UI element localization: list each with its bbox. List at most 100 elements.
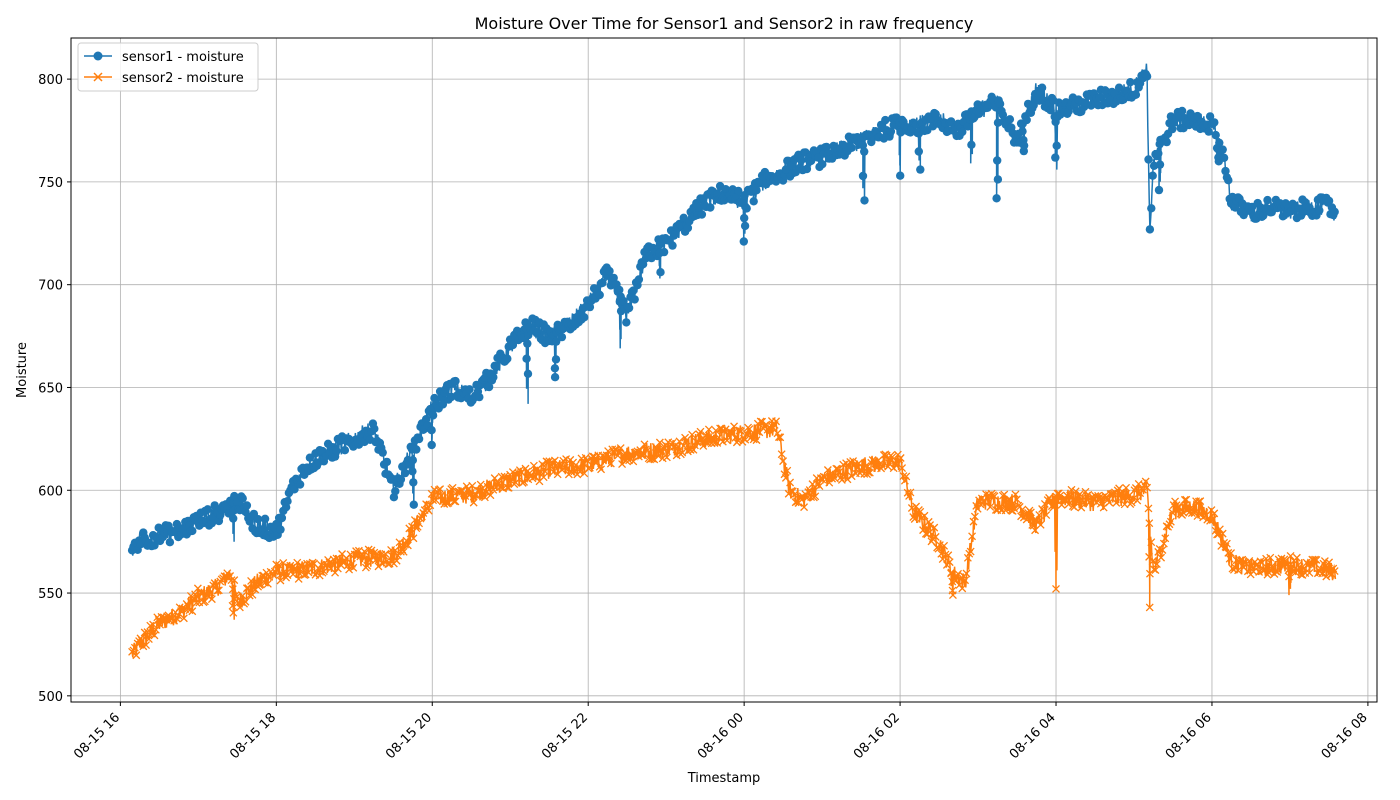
data-point <box>1011 490 1020 499</box>
legend-label-sensor1: sensor1 - moisture <box>122 50 244 65</box>
series-markers <box>128 417 1339 660</box>
data-point <box>944 551 953 560</box>
data-point <box>802 164 812 174</box>
data-point <box>1193 111 1202 121</box>
data-point <box>1077 503 1086 512</box>
data-point <box>1131 90 1141 99</box>
data-point <box>843 475 852 484</box>
data-point <box>689 445 698 454</box>
data-point <box>1157 553 1166 562</box>
data-point <box>772 417 781 426</box>
data-point <box>427 440 436 450</box>
data-point <box>1154 149 1163 158</box>
data-point <box>1305 568 1314 577</box>
data-point <box>295 480 305 489</box>
data-point <box>752 436 761 445</box>
data-point <box>188 607 197 616</box>
data-point <box>783 466 792 475</box>
data-point <box>1005 115 1015 124</box>
data-point <box>906 488 915 497</box>
data-point <box>592 458 601 467</box>
data-point <box>888 453 897 462</box>
data-point <box>191 590 200 599</box>
data-point <box>835 468 844 477</box>
data-point <box>1144 155 1153 164</box>
data-point <box>1144 504 1153 513</box>
data-point <box>1175 503 1184 512</box>
data-point <box>734 186 743 196</box>
data-point <box>776 433 785 442</box>
data-point <box>1036 520 1045 529</box>
data-point <box>256 580 265 589</box>
data-point <box>203 505 212 514</box>
data-point <box>381 549 390 558</box>
data-point <box>241 507 250 516</box>
data-point <box>815 482 824 491</box>
data-point <box>696 427 705 436</box>
data-point <box>1155 160 1165 169</box>
data-point <box>549 467 558 476</box>
data-point <box>550 373 560 382</box>
data-point <box>228 585 237 594</box>
data-point <box>1138 485 1147 494</box>
data-point <box>1180 495 1189 504</box>
data-point <box>683 223 693 233</box>
data-point <box>940 541 949 550</box>
data-point <box>319 567 328 576</box>
data-point <box>1012 495 1021 504</box>
data-point <box>1297 570 1306 579</box>
data-point <box>546 462 555 471</box>
data-point <box>1322 572 1331 581</box>
data-point <box>427 426 436 435</box>
data-point <box>242 584 251 593</box>
data-point <box>1152 560 1161 569</box>
data-point <box>1071 487 1080 496</box>
data-point <box>248 590 257 599</box>
data-point <box>276 576 285 585</box>
data-point <box>1225 554 1234 563</box>
data-point <box>408 467 417 476</box>
data-point <box>954 569 963 578</box>
data-point <box>740 221 750 231</box>
data-point <box>1161 534 1170 543</box>
data-point <box>730 422 739 431</box>
data-point <box>489 373 498 382</box>
data-point <box>995 99 1005 109</box>
data-point <box>697 434 706 443</box>
data-point <box>668 241 677 250</box>
data-point <box>737 427 746 436</box>
legend-marker-sensor2 <box>93 72 103 82</box>
data-point <box>340 446 350 455</box>
data-point <box>790 490 799 499</box>
data-point <box>1222 539 1231 548</box>
data-point <box>551 355 561 364</box>
data-point <box>165 538 175 547</box>
data-point <box>1324 196 1334 206</box>
data-point <box>774 433 783 442</box>
data-point <box>699 441 708 450</box>
data-point <box>370 548 379 557</box>
data-point <box>941 550 950 559</box>
data-point <box>451 497 460 506</box>
data-point <box>192 598 201 607</box>
data-point <box>1292 553 1301 562</box>
data-point <box>1151 566 1160 575</box>
data-point <box>622 318 631 327</box>
series-markers <box>127 69 1339 555</box>
data-point <box>1018 505 1027 514</box>
data-point <box>132 651 141 660</box>
data-point <box>1026 508 1035 517</box>
data-point <box>958 127 967 137</box>
data-point <box>1040 499 1049 508</box>
data-point <box>704 425 713 434</box>
data-point <box>1029 521 1038 530</box>
data-point <box>1182 495 1191 504</box>
data-point <box>606 459 615 468</box>
data-point <box>444 498 453 507</box>
data-point <box>391 546 400 555</box>
data-point <box>486 491 495 500</box>
data-point <box>619 296 628 306</box>
data-point <box>263 579 272 588</box>
data-point <box>896 171 905 180</box>
y-tick-label: 750 <box>38 176 63 191</box>
